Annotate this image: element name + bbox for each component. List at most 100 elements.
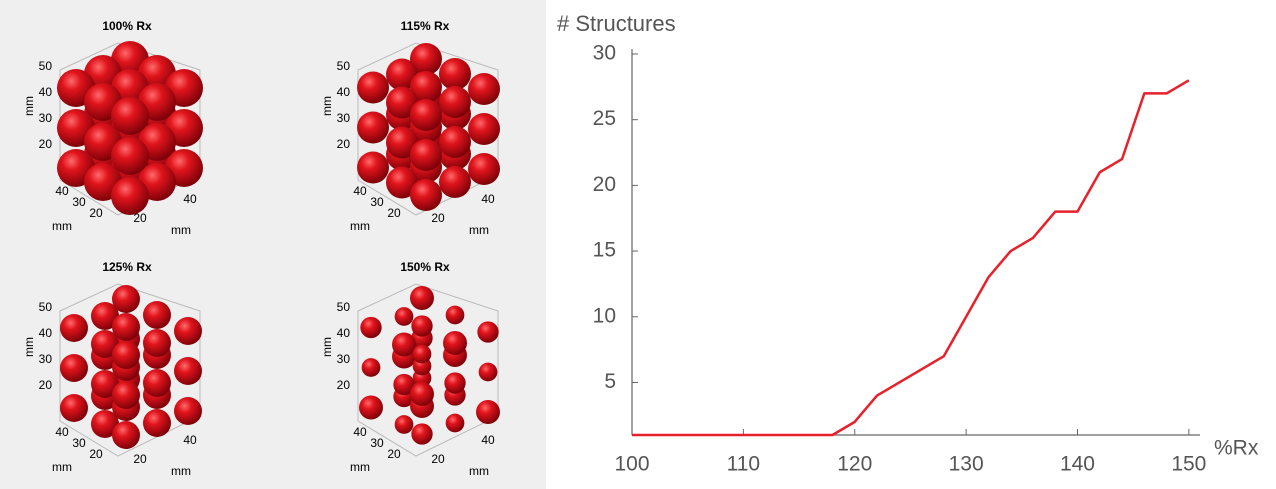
data-line <box>632 80 1189 435</box>
sphere <box>111 137 149 175</box>
y-axis-label: mm <box>52 460 72 474</box>
y-tick-label: 25 <box>593 107 616 130</box>
z-tick-label: 30 <box>39 111 53 125</box>
y-tick-label: 40 <box>353 425 367 439</box>
sphere <box>174 397 202 425</box>
y-tick-label: 30 <box>370 195 384 209</box>
y-tick-label: 20 <box>387 206 401 220</box>
sphere <box>439 58 471 90</box>
z-tick-label: 30 <box>39 352 53 366</box>
x-tick-label: 140 <box>1060 453 1095 476</box>
x-tick-label: 120 <box>837 453 872 476</box>
sphere <box>357 152 389 184</box>
sphere <box>360 317 381 338</box>
sphere <box>413 345 432 364</box>
plot-title: 125% Rx <box>102 260 152 274</box>
z-tick-label: 50 <box>337 59 351 73</box>
sphere <box>439 126 471 158</box>
sphere <box>60 394 88 422</box>
sphere <box>112 381 140 409</box>
x-tick-label: 40 <box>481 192 495 206</box>
sphere <box>392 333 416 357</box>
x-tick-label: 130 <box>949 453 984 476</box>
sphere <box>411 315 432 336</box>
sphere <box>112 341 140 369</box>
z-tick-label: 40 <box>39 85 53 99</box>
sphere <box>111 97 149 135</box>
y-tick-label: 30 <box>72 436 86 450</box>
sphere <box>112 421 140 449</box>
sphere <box>444 372 465 393</box>
z-tick-label: 20 <box>337 137 351 151</box>
z-tick-label: 50 <box>337 300 351 314</box>
sphere <box>143 409 171 437</box>
y-tick-label: 40 <box>353 184 367 198</box>
sphere <box>174 357 202 385</box>
y-tick-label: 5 <box>604 370 616 393</box>
y-tick-label: 30 <box>593 42 616 65</box>
z-tick-label: 50 <box>39 300 53 314</box>
z-axis-label: mm <box>22 337 36 357</box>
y-tick-label: 40 <box>55 184 69 198</box>
sphere <box>60 314 88 342</box>
x-tick-label: 150 <box>1171 453 1206 476</box>
plot-title: 115% Rx <box>401 19 450 33</box>
y-tick-label: 30 <box>72 195 86 209</box>
sphere <box>410 139 442 171</box>
sphere <box>476 400 500 424</box>
x-tick-label: 20 <box>133 211 147 225</box>
y-tick-label: 30 <box>370 436 384 450</box>
sphere <box>362 358 381 377</box>
y-axis-label: mm <box>52 219 72 233</box>
sphere <box>439 86 471 118</box>
z-tick-label: 20 <box>39 137 53 151</box>
x-tick-label: 110 <box>727 453 760 476</box>
z-axis-label: mm <box>22 96 36 116</box>
sphere <box>357 72 389 104</box>
z-tick-label: 30 <box>337 352 351 366</box>
sphere <box>468 73 500 105</box>
sphere <box>410 382 434 406</box>
sphere <box>143 369 171 397</box>
sphere <box>443 331 467 355</box>
sphere <box>395 415 414 434</box>
y-axis-label: mm <box>350 460 370 474</box>
x-axis-label: mm <box>171 223 191 237</box>
z-tick-label: 40 <box>337 326 351 340</box>
y-tick-label: 20 <box>89 447 103 461</box>
y-tick-label: 20 <box>387 447 401 461</box>
y-axis-label: # Structures <box>557 11 676 36</box>
sphere <box>477 321 498 342</box>
x-axis-label: %Rx <box>1214 437 1259 460</box>
x-axis-label: mm <box>469 223 489 237</box>
sphere <box>143 301 171 329</box>
y-tick-label: 20 <box>89 206 103 220</box>
z-tick-label: 20 <box>39 378 53 392</box>
sphere <box>395 307 414 326</box>
sphere <box>357 112 389 144</box>
z-axis-label: mm <box>320 337 334 357</box>
x-tick-label: 40 <box>183 192 197 206</box>
z-tick-label: 30 <box>337 111 351 125</box>
figure: 100% Rx203040502030402040mmmmmm115% Rx20… <box>0 0 1276 489</box>
x-tick-label: 100 <box>614 453 649 476</box>
x-tick-label: 40 <box>183 433 197 447</box>
z-tick-label: 50 <box>39 59 53 73</box>
plot-title: 100% Rx <box>102 19 152 33</box>
sphere <box>410 99 442 131</box>
sphere <box>359 396 383 420</box>
x-axis-label: mm <box>171 464 191 478</box>
x-axis-label: mm <box>469 464 489 478</box>
z-tick-label: 40 <box>39 326 53 340</box>
sphere <box>446 306 465 325</box>
sphere <box>410 179 442 211</box>
sphere <box>468 113 500 145</box>
sphere <box>439 166 471 198</box>
sphere <box>174 317 202 345</box>
x-tick-label: 20 <box>133 452 147 466</box>
z-axis-label: mm <box>320 96 334 116</box>
y-tick-label: 10 <box>593 304 616 327</box>
x-tick-label: 40 <box>481 433 495 447</box>
plot-title: 150% Rx <box>400 260 450 274</box>
sphere <box>479 363 498 382</box>
